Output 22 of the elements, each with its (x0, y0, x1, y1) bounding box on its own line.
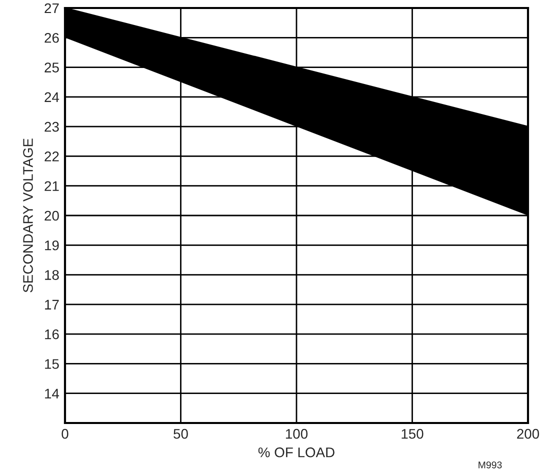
x-tick-label: 150 (402, 428, 424, 439)
y-tick-label: 19 (45, 240, 59, 250)
y-axis-title: SECONDARY VOLTAGE (23, 138, 33, 292)
y-tick-label: 27 (44, 3, 59, 14)
y-tick-label: 20 (44, 210, 59, 221)
y-tick-label: 22 (44, 152, 59, 162)
y-tick-label: 14 (45, 388, 60, 398)
x-tick-label: 50 (174, 428, 188, 439)
y-tick-label: 17 (45, 300, 59, 310)
y-tick-label: 25 (44, 62, 59, 72)
y-tick-label: 15 (45, 359, 59, 369)
y-tick-label: 24 (44, 92, 60, 102)
x-axis-title: % OF LOAD (258, 447, 334, 458)
y-tick-label: 21 (44, 181, 59, 191)
x-tick-label: 200 (517, 428, 540, 439)
y-tick-label: 26 (44, 32, 59, 43)
y-tick-label: 18 (45, 270, 59, 280)
y-tick-label: 23 (44, 122, 59, 132)
y-tick-label: 16 (45, 329, 59, 340)
x-tick-label: 0 (62, 428, 68, 439)
x-tick-label: 100 (286, 428, 308, 439)
text: M993 (478, 461, 502, 468)
